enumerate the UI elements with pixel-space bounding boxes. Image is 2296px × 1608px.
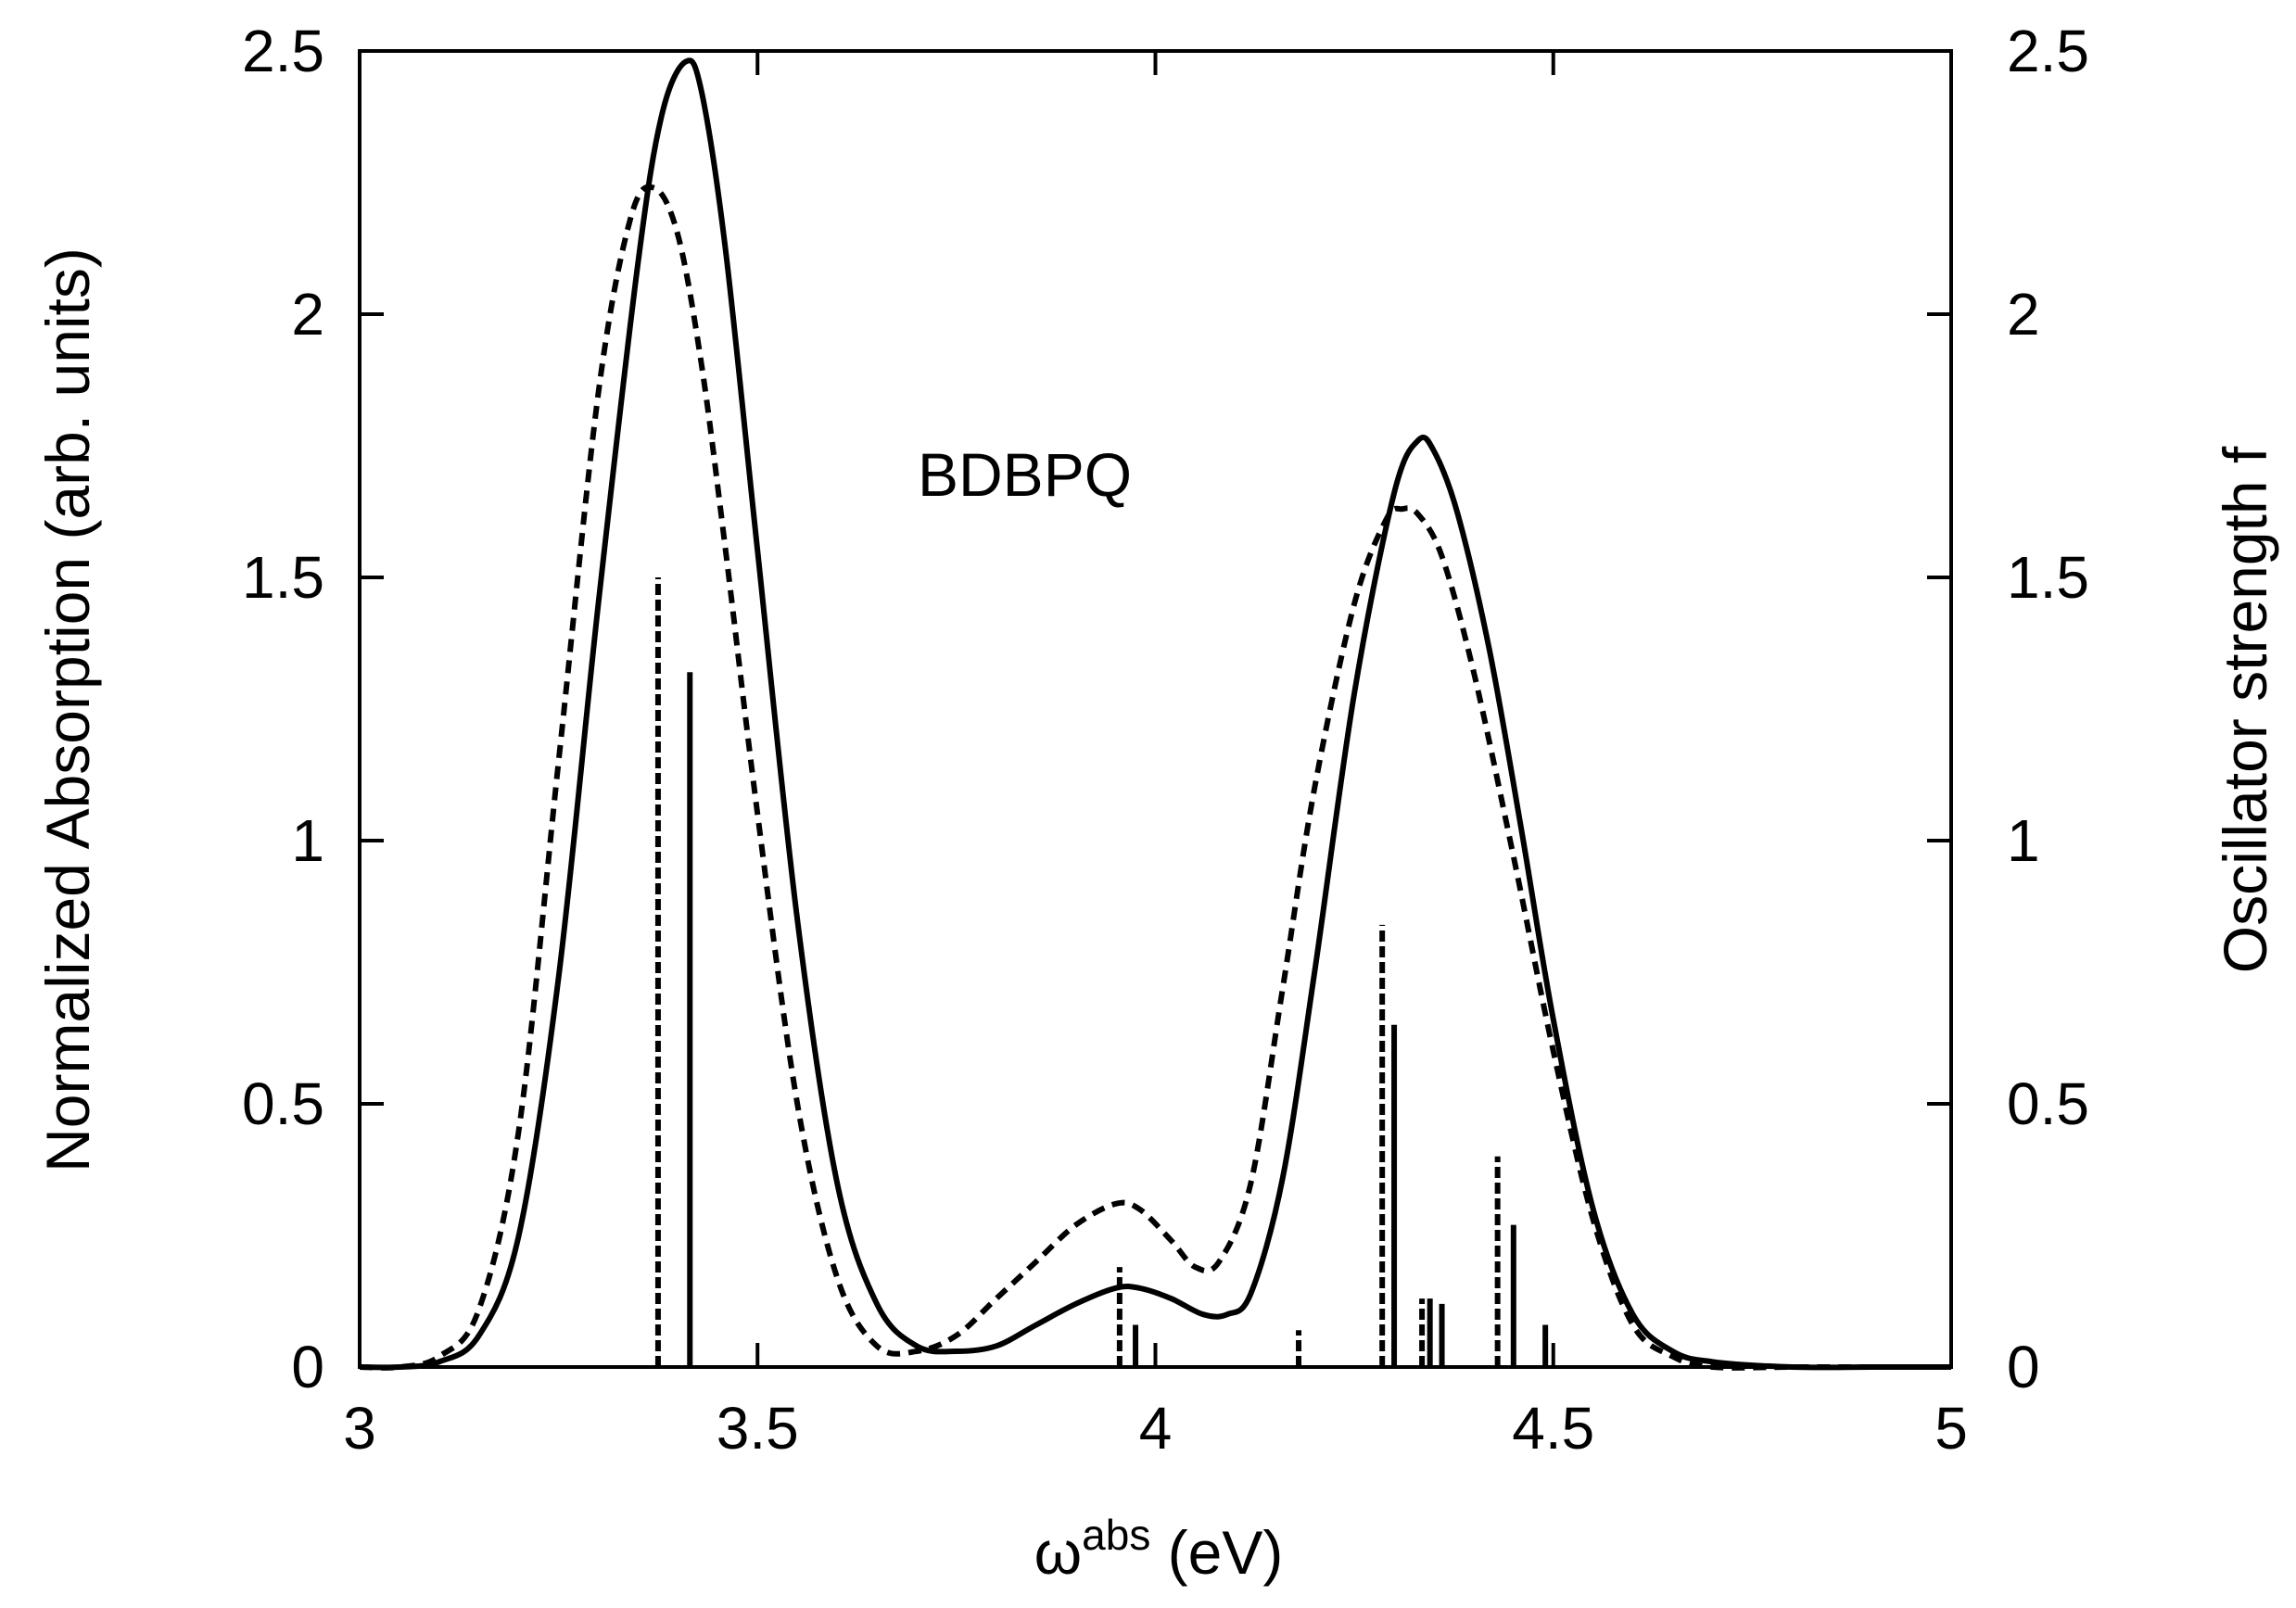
y2-tick-label: 1.5 (2007, 544, 2089, 611)
x-axis-superscript: abs (1082, 1511, 1150, 1559)
y2-tick-label: 1 (2007, 807, 2040, 874)
x-axis-title: ωabs (eV) (1034, 1511, 1284, 1587)
plot-frame (358, 49, 1953, 1369)
x-tick-label: 5 (1934, 1395, 1968, 1462)
series-line-solid (359, 57, 1951, 1371)
y-tick-label: 1 (291, 807, 324, 874)
x-tick-label: 4.5 (1512, 1395, 1594, 1462)
y-tick-label: 0 (291, 1334, 324, 1400)
absorption-curves (359, 57, 1951, 1371)
y-axis-title: Normalized Absorption (arb. units) (33, 247, 102, 1172)
y2-tick-label: 0.5 (2007, 1070, 2089, 1137)
x-tick-label: 4 (1139, 1395, 1173, 1462)
annotation-label: BDBPQ (918, 440, 1132, 509)
y2-tick-label: 2.5 (2007, 18, 2089, 84)
y-tick-label: 2 (291, 281, 324, 348)
x-tick-label: 3.5 (717, 1395, 799, 1462)
y2-tick-label: 2 (2007, 281, 2040, 348)
y-tick-label: 1.5 (242, 544, 324, 611)
x-axis-unit: (eV) (1150, 1518, 1283, 1587)
x-tick-label: 3 (343, 1395, 376, 1462)
x-axis-symbol: ω (1034, 1518, 1083, 1587)
y-tick-label: 2.5 (242, 18, 324, 84)
axis-ticks: 3 3.5 4 4.5 500.511.522.500.511.522.5 (242, 18, 2089, 1462)
y2-axis-title: Oscillator strength f (2211, 446, 2279, 973)
oscillator-sticks (654, 577, 1549, 1367)
y-tick-label: 0.5 (242, 1070, 324, 1137)
y2-tick-label: 0 (2007, 1334, 2040, 1400)
series-line-dashed (359, 184, 1951, 1371)
